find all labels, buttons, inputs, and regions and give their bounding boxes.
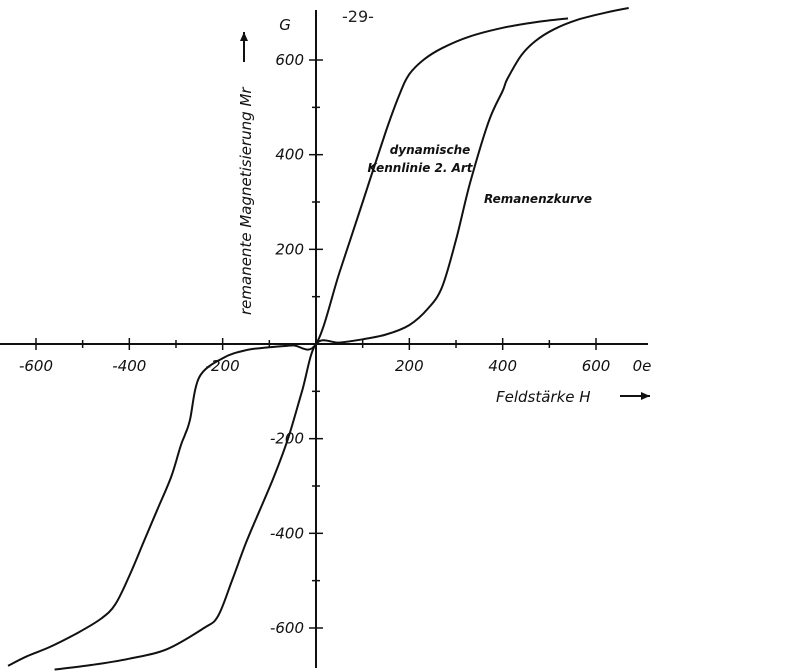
x-axis-arrowhead	[641, 392, 650, 400]
y-axis-arrowhead	[240, 32, 248, 41]
x-tick-label: -200	[206, 357, 240, 375]
x-unit-label: 0e	[633, 357, 652, 375]
annotation-remanence: Remanenzkurve	[484, 192, 592, 206]
x-tick-label: 200	[395, 357, 424, 375]
remanence-curve	[54, 7, 629, 671]
labels: -600 -400 -200 200 400 600 -600 -400 -200 200 400 6…	[19, 16, 651, 637]
y-tick-label: -600	[270, 619, 304, 637]
y-tick-label: -400	[270, 524, 304, 542]
y-axis-title: remanente Magnetisierung Mr	[237, 87, 255, 315]
dynamic-characteristic-curve	[7, 17, 569, 667]
annotation-dynamic-line1: dynamische	[390, 143, 471, 157]
y-tick-label: -200	[270, 430, 304, 448]
x-tick-label: 600	[582, 357, 611, 375]
y-tick-label: 400	[275, 146, 304, 164]
ticks	[35, 59, 597, 629]
x-tick-label: -400	[112, 357, 146, 375]
page-marker: -29-	[342, 7, 374, 26]
x-tick-label: -600	[19, 357, 53, 375]
curves	[7, 7, 629, 671]
y-tick-label: 200	[275, 240, 304, 258]
y-unit-label: G	[279, 16, 291, 34]
x-tick-label: 400	[488, 357, 517, 375]
axes	[0, 10, 648, 668]
x-axis-title: Feldstärke H	[496, 388, 591, 406]
annotation-dynamic-line2: Kennlinie 2. Art	[367, 161, 473, 175]
y-tick-label: 600	[275, 51, 304, 69]
